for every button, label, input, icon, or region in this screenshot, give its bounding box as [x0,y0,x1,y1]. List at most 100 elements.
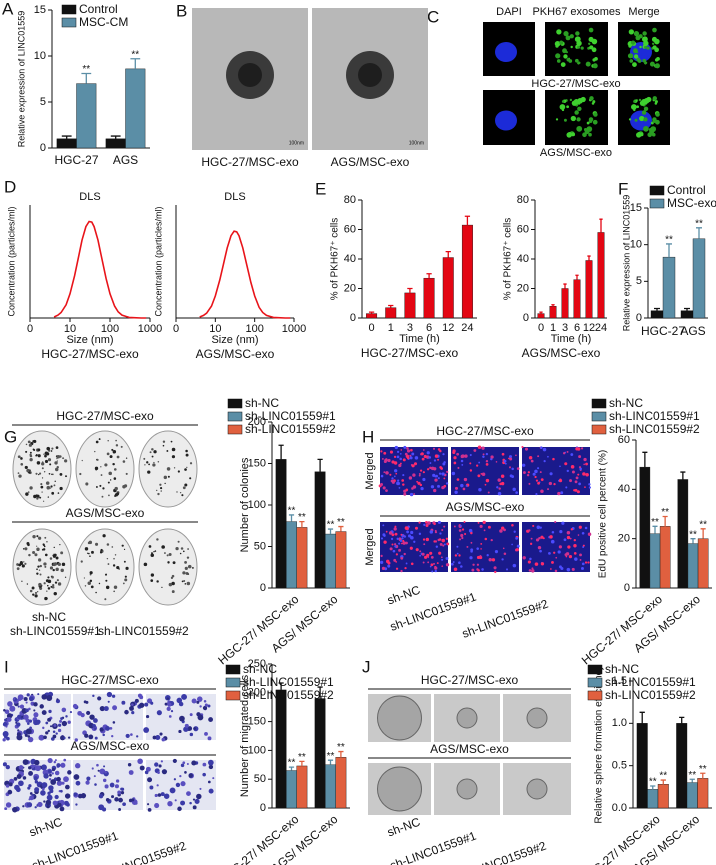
image-detail [22,548,25,550]
image-detail [403,552,406,556]
image-detail [113,590,116,593]
image-detail [574,36,581,43]
image-detail [7,789,13,795]
image-detail [160,792,165,797]
chart-title: DLS [79,191,100,203]
image-detail [576,447,581,451]
nucleus [495,42,517,62]
image-detail [192,566,194,569]
image-detail [36,568,38,571]
image-detail [524,447,529,451]
image-detail [463,521,466,524]
image-detail [485,478,490,483]
image-detail [186,581,191,586]
image-detail [511,523,514,527]
chart-caption: AGS/MSC-exo [196,347,275,361]
image-detail [46,540,48,543]
image-detail [33,702,38,707]
image-detail [152,463,156,467]
image-detail [182,550,185,553]
image-detail [40,485,44,489]
image-detail [578,455,582,459]
image-detail [437,484,441,488]
image-detail [37,801,43,808]
image-detail [46,446,50,451]
image-detail [498,487,501,490]
image-detail [418,532,422,536]
y-tick-label: 15 [630,202,642,214]
image-detail [100,466,102,468]
legend-swatch [225,677,241,688]
image-detail [103,765,106,768]
image-detail [163,475,168,480]
error-bar [680,471,686,480]
image-detail [63,776,69,783]
image-detail [47,587,51,590]
x-tick-label: AGS/ MSC-exo [269,592,341,656]
image-detail [154,793,158,798]
image-detail [89,579,93,583]
image-detail [460,565,463,568]
image-detail [574,110,579,115]
image-detail [496,486,499,489]
image-detail [636,51,639,54]
image-detail [67,770,72,775]
image-detail [116,455,120,459]
image-detail [529,557,532,561]
image-detail [398,542,401,545]
image-detail [147,777,153,783]
image-detail [52,584,55,587]
image-detail [469,469,473,472]
image-detail [159,483,162,486]
image-detail [143,562,148,567]
image-detail [107,440,109,442]
image-detail [39,704,44,709]
image-detail [148,545,152,548]
image-detail [4,807,8,811]
image-detail [156,710,162,716]
image-detail [551,560,554,564]
y-tick-label: 200 [248,416,266,428]
image-detail [94,736,98,740]
image-detail [437,448,441,451]
y-tick-label: 1.5 [612,675,627,687]
image-detail [522,471,526,475]
image-detail [185,449,188,453]
nucleus [495,110,517,131]
image-detail [34,591,38,595]
y-axis-label: Relative expression of LINC01559 [621,195,631,332]
image-detail [497,478,501,482]
image-detail [576,490,580,494]
image-detail [481,472,486,476]
bar [314,698,326,809]
image-detail [109,455,113,459]
image-detail [60,568,64,573]
image-detail [413,493,416,496]
image-detail [560,491,564,495]
image-detail [49,557,53,560]
image-detail [550,568,552,570]
image-detail [56,460,58,462]
image-detail [107,481,110,484]
error-bar [61,135,72,139]
image-detail [404,566,407,570]
image-detail [403,535,407,538]
image-detail [60,789,63,793]
side-label: Merged [364,528,376,565]
legend-label: sh-LINC01559#2 [245,422,336,436]
image-detail [189,732,194,737]
significance: ** [651,517,659,528]
image-detail [389,450,394,454]
image-detail [414,456,419,460]
image-detail [102,807,107,812]
image-detail [494,570,497,574]
image-detail [417,481,421,485]
image-detail [433,522,436,526]
image-detail [178,729,182,734]
significance: ** [689,529,697,540]
error-bar [338,750,344,758]
y-tick-label: 0 [350,312,356,324]
bar [680,310,694,319]
x-tick-label: 3 [407,322,413,334]
image-detail [557,550,561,554]
